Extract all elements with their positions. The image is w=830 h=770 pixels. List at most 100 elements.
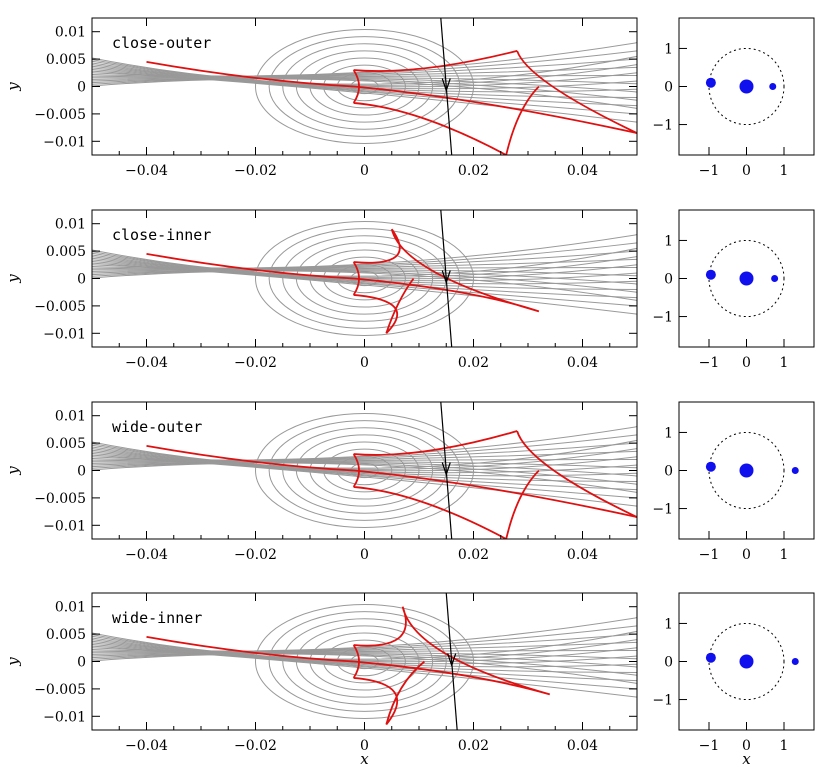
magnification-contour bbox=[92, 50, 637, 77]
einstein-ring bbox=[708, 47, 785, 126]
lens-y-tick-label: 0 bbox=[664, 272, 673, 288]
magnification-contour bbox=[323, 448, 406, 493]
lens-body bbox=[739, 463, 754, 478]
y-tick-label: 0 bbox=[77, 655, 86, 671]
x-tick-label: 0.04 bbox=[567, 163, 598, 179]
magnification-contour bbox=[92, 639, 637, 668]
x-tick-label: −0.02 bbox=[234, 355, 277, 371]
magnification-contour bbox=[309, 441, 420, 500]
magnification-contour bbox=[92, 242, 637, 269]
y-tick-label: 0.01 bbox=[55, 600, 86, 616]
panel-close-outer: −0.04 −0.02 0 0.02 0.04 0.01 0.005 0 −0.005 −0.01… bbox=[4, 17, 815, 179]
magnification-contour bbox=[336, 455, 393, 486]
lens-x-tick-label: 1 bbox=[780, 738, 789, 754]
magnification-contour bbox=[92, 250, 637, 270]
magnification-contour bbox=[92, 59, 637, 86]
magnification-contour bbox=[92, 58, 637, 78]
x-tick-label: −0.04 bbox=[125, 738, 168, 754]
lens-x-tick-label: −1 bbox=[699, 547, 720, 563]
magnification-contour bbox=[268, 36, 461, 137]
magnification-contour bbox=[92, 651, 637, 660]
magnification-contour bbox=[92, 450, 637, 463]
magnification-contour bbox=[92, 77, 637, 93]
lens-x-tick-label: −1 bbox=[699, 163, 720, 179]
magnification-contour bbox=[92, 267, 637, 272]
lens-body bbox=[739, 654, 754, 669]
lens-y-tick-label: −1 bbox=[652, 502, 673, 518]
x-tick-label: 0 bbox=[360, 547, 369, 563]
lens-y-tick-label: 0 bbox=[664, 80, 673, 96]
y-tick-label: −0.005 bbox=[34, 491, 86, 507]
x-tick-label: 0 bbox=[360, 738, 369, 754]
lens-x-tick-label: 0 bbox=[742, 355, 751, 371]
magnification-contour bbox=[309, 57, 420, 116]
lens-y-tick-label: 1 bbox=[664, 616, 673, 632]
magnification-contour bbox=[92, 633, 637, 653]
lens-y-tick-label: −1 bbox=[652, 118, 673, 134]
x-tick-label: −0.02 bbox=[234, 163, 277, 179]
magnification-contour bbox=[92, 270, 637, 301]
einstein-ring bbox=[708, 239, 785, 318]
y-tick-label: −0.01 bbox=[43, 709, 86, 725]
magnification-contour bbox=[92, 65, 637, 98]
panel-wide-inner: −0.04 −0.02 0 0.02 0.04 0.01 0.005 0 −0.005 −0.01… bbox=[4, 592, 815, 754]
einstein-ring bbox=[708, 622, 785, 701]
magnification-contour bbox=[92, 60, 637, 88]
magnification-contour bbox=[92, 449, 637, 482]
magnification-contour bbox=[92, 650, 637, 655]
y-tick-label: −0.01 bbox=[43, 326, 86, 342]
lens-body bbox=[769, 83, 777, 90]
source-trajectory bbox=[445, 593, 458, 730]
y-tick-label: 0.01 bbox=[55, 409, 86, 425]
y-tick-label: −0.005 bbox=[34, 107, 86, 123]
lens-body bbox=[739, 271, 754, 286]
magnification-contour bbox=[336, 71, 393, 102]
magnification-contour bbox=[92, 76, 637, 85]
panel-label: close-outer bbox=[112, 34, 211, 52]
x-tick-label: −0.04 bbox=[125, 547, 168, 563]
y-tick-label: 0 bbox=[77, 80, 86, 96]
magnification-contour bbox=[92, 75, 637, 80]
lens-x-tick-label: 1 bbox=[780, 163, 789, 179]
y-axis-label: y bbox=[4, 82, 22, 92]
magnification-contour bbox=[92, 640, 637, 673]
trajectory-arrow bbox=[447, 653, 457, 668]
magnification-contour bbox=[336, 263, 393, 294]
magnification-contour bbox=[268, 228, 461, 329]
panel-label: close-inner bbox=[112, 226, 211, 244]
y-tick-label: 0 bbox=[77, 272, 86, 288]
magnification-contour bbox=[92, 268, 637, 277]
y-tick-label: 0.005 bbox=[46, 52, 86, 68]
x-axis-label: x bbox=[360, 750, 369, 768]
magnification-contour bbox=[255, 604, 474, 719]
panel-close-inner: −0.04 −0.02 0 0.02 0.04 0.01 0.005 0 −0.005 −0.01… bbox=[4, 209, 815, 371]
magnification-contour bbox=[92, 630, 637, 660]
x-tick-label: 0.02 bbox=[458, 355, 489, 371]
lens-body bbox=[705, 461, 716, 472]
magnification-contour bbox=[92, 66, 637, 79]
magnification-contour bbox=[295, 625, 434, 698]
plot-area bbox=[92, 593, 637, 730]
lens-body bbox=[705, 652, 716, 663]
y-axis-label: y bbox=[4, 274, 22, 284]
x-tick-label: 0 bbox=[360, 163, 369, 179]
lens-x-tick-label: 1 bbox=[780, 547, 789, 563]
caustic-curve bbox=[146, 606, 551, 726]
lens-body bbox=[791, 658, 799, 665]
lens-y-tick-label: −1 bbox=[652, 693, 673, 709]
y-tick-label: 0.005 bbox=[46, 436, 86, 452]
magnification-contour bbox=[92, 459, 637, 464]
lens-y-tick-label: −1 bbox=[652, 310, 673, 326]
magnification-contour bbox=[92, 443, 637, 470]
plot-area bbox=[92, 402, 637, 539]
magnification-contour bbox=[92, 652, 637, 668]
plot-area bbox=[92, 18, 637, 155]
x-tick-label: 0.02 bbox=[458, 738, 489, 754]
y-tick-label: −0.005 bbox=[34, 299, 86, 315]
lens-y-tick-label: 1 bbox=[664, 233, 673, 249]
x-tick-label: −0.02 bbox=[234, 547, 277, 563]
magnification-contour bbox=[92, 252, 637, 280]
magnification-contour bbox=[92, 444, 637, 472]
magnification-contour bbox=[309, 249, 420, 308]
trajectory-arrow bbox=[441, 462, 451, 477]
